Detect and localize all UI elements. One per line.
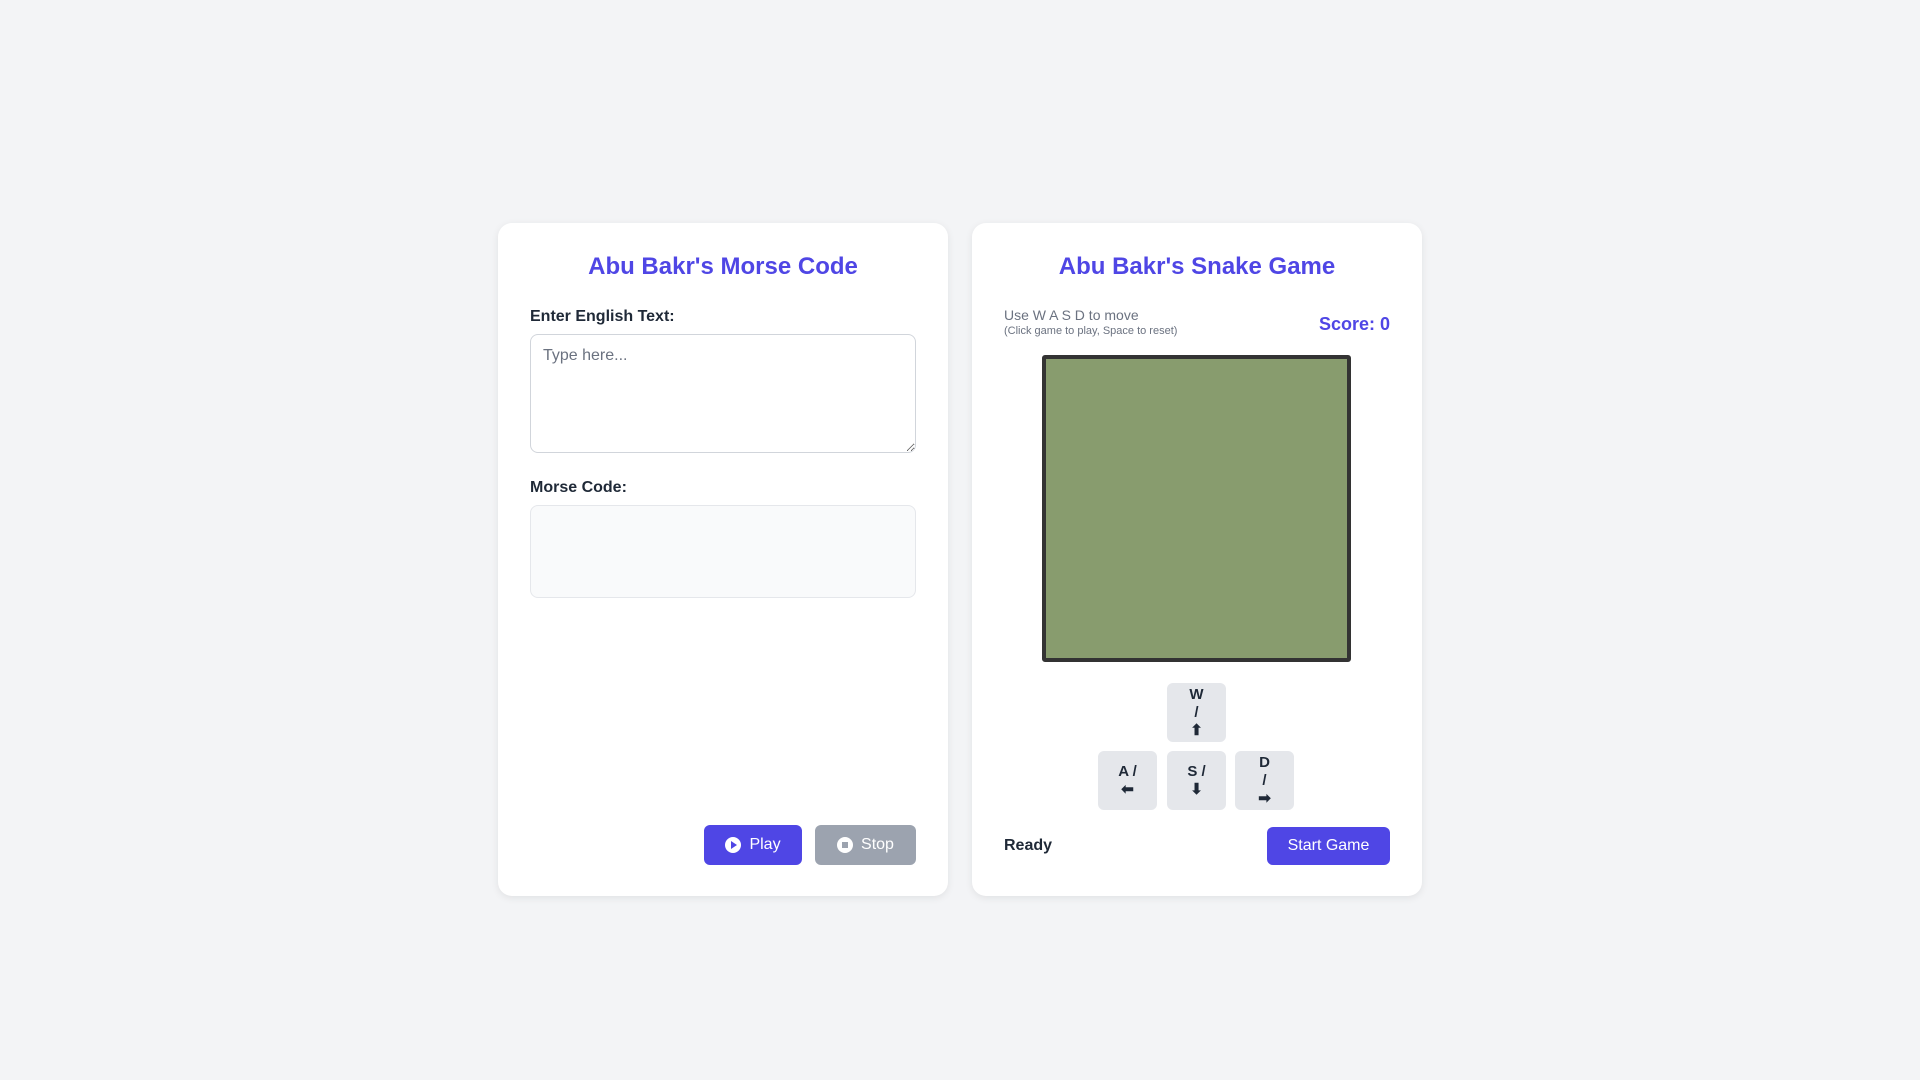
english-text-label: Enter English Text: (530, 308, 675, 325)
stop-circle-icon (837, 837, 854, 853)
key-left-button[interactable]: A / ⬅ (1098, 751, 1157, 810)
stop-label: Stop (861, 836, 894, 853)
start-game-button[interactable]: Start Game (1267, 827, 1390, 865)
game-board[interactable] (1042, 355, 1351, 662)
morse-title: Abu Bakr's Morse Code (588, 253, 858, 280)
morse-code-output (530, 505, 916, 598)
snake-game-panel: Abu Bakr's Snake Game Use W A S D to mov… (972, 223, 1422, 896)
key-down-button[interactable]: S / ⬇ (1167, 751, 1226, 810)
stop-button[interactable]: Stop (815, 825, 916, 865)
play-circle-icon (725, 837, 742, 853)
snake-title: Abu Bakr's Snake Game (1058, 253, 1336, 280)
morse-code-label: Morse Code: (530, 479, 627, 496)
play-button[interactable]: Play (704, 825, 802, 865)
play-reset-instructions: (Click game to play, Space to reset) (1004, 325, 1178, 337)
english-text-input[interactable] (530, 334, 916, 453)
play-label: Play (749, 836, 781, 853)
score-display: Score: 0 (1318, 314, 1390, 334)
move-instructions: Use W A S D to move (1004, 307, 1139, 323)
instructions: Use W A S D to move (Click game to play,… (1004, 307, 1177, 337)
game-status: Ready (1004, 837, 1053, 854)
key-up-button[interactable]: W / ⬆ (1167, 683, 1226, 742)
key-right-button[interactable]: D / ➡ (1235, 751, 1294, 810)
morse-code-panel: Abu Bakr's Morse Code Enter English Text… (498, 223, 948, 896)
